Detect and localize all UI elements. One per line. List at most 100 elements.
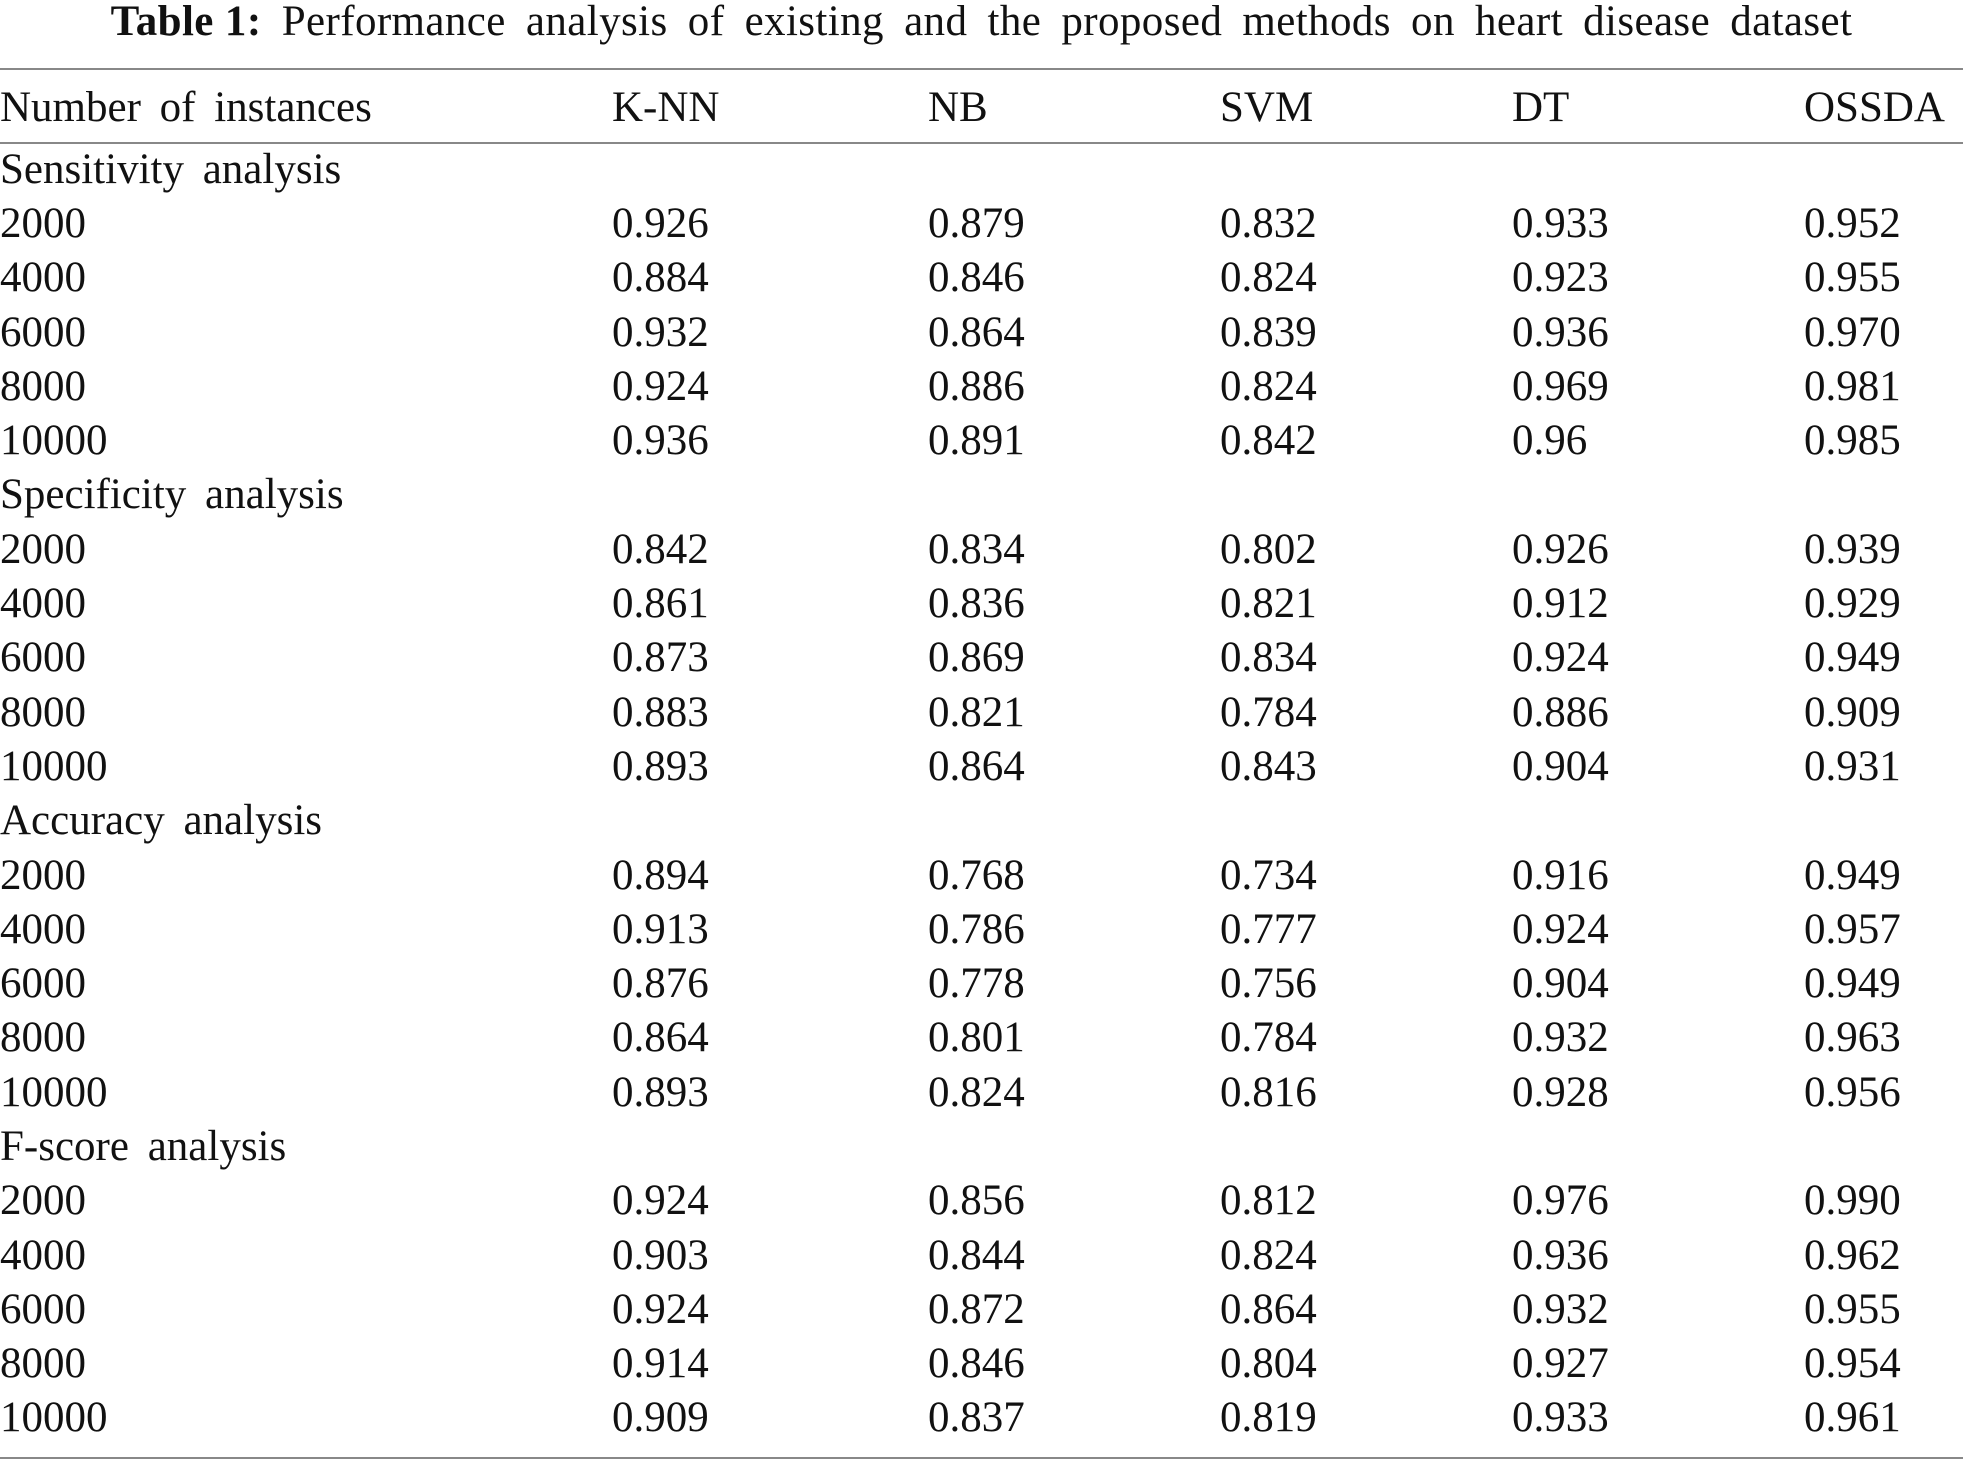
table-top-rule xyxy=(0,68,1963,70)
cell-instances: 8000 xyxy=(0,1014,86,1062)
cell-instances: 10000 xyxy=(0,1394,108,1442)
cell-instances: 6000 xyxy=(0,1285,86,1333)
cell-ossda: 0.962 xyxy=(1804,1231,1901,1279)
cell-knn: 0.894 xyxy=(612,851,709,899)
cell-instances: 10000 xyxy=(0,742,108,790)
cell-dt: 0.924 xyxy=(1512,905,1609,953)
cell-knn: 0.924 xyxy=(612,1285,709,1333)
cell-nb: 0.846 xyxy=(928,254,1025,302)
cell-instances: 2000 xyxy=(0,851,86,899)
section-title: Accuracy analysis xyxy=(0,797,322,845)
cell-instances: 8000 xyxy=(0,362,86,410)
cell-knn: 0.884 xyxy=(612,254,709,302)
cell-ossda: 0.956 xyxy=(1804,1068,1901,1116)
cell-nb: 0.891 xyxy=(928,417,1025,465)
cell-knn: 0.924 xyxy=(612,1177,709,1225)
cell-nb: 0.786 xyxy=(928,905,1025,953)
cell-svm: 0.864 xyxy=(1220,1285,1317,1333)
table-row: 4000 0.861 0.836 0.821 0.912 0.929 xyxy=(0,576,1963,630)
cell-instances: 4000 xyxy=(0,580,86,628)
cell-nb: 0.879 xyxy=(928,199,1025,247)
cell-ossda: 0.957 xyxy=(1804,905,1901,953)
section-title: Specificity analysis xyxy=(0,471,344,519)
cell-instances: 6000 xyxy=(0,634,86,682)
cell-svm: 0.843 xyxy=(1220,742,1317,790)
cell-svm: 0.832 xyxy=(1220,199,1317,247)
table-row: 10000 0.936 0.891 0.842 0.96 0.985 xyxy=(0,413,1963,467)
cell-knn: 0.913 xyxy=(612,905,709,953)
caption-text: Performance analysis of existing and the… xyxy=(281,0,1853,45)
cell-instances: 8000 xyxy=(0,688,86,736)
cell-svm: 0.824 xyxy=(1220,254,1317,302)
cell-svm: 0.784 xyxy=(1220,1014,1317,1062)
cell-knn: 0.914 xyxy=(612,1340,709,1388)
cell-svm: 0.824 xyxy=(1220,362,1317,410)
cell-ossda: 0.963 xyxy=(1804,1014,1901,1062)
cell-ossda: 0.931 xyxy=(1804,742,1901,790)
cell-ossda: 0.949 xyxy=(1804,960,1901,1008)
cell-nb: 0.768 xyxy=(928,851,1025,899)
cell-ossda: 0.949 xyxy=(1804,851,1901,899)
cell-ossda: 0.909 xyxy=(1804,688,1901,736)
section-heading-row: Accuracy analysis xyxy=(0,794,1963,848)
cell-instances: 10000 xyxy=(0,417,108,465)
cell-ossda: 0.981 xyxy=(1804,362,1901,410)
table-row: 4000 0.903 0.844 0.824 0.936 0.962 xyxy=(0,1228,1963,1282)
table-row: 2000 0.924 0.856 0.812 0.976 0.990 xyxy=(0,1174,1963,1228)
cell-ossda: 0.961 xyxy=(1804,1394,1901,1442)
cell-knn: 0.864 xyxy=(612,1014,709,1062)
cell-svm: 0.816 xyxy=(1220,1068,1317,1116)
table-row: 8000 0.914 0.846 0.804 0.927 0.954 xyxy=(0,1337,1963,1391)
cell-dt: 0.904 xyxy=(1512,742,1609,790)
table-row: 10000 0.893 0.864 0.843 0.904 0.931 xyxy=(0,739,1963,793)
section-title: F-score analysis xyxy=(0,1122,287,1170)
cell-knn: 0.861 xyxy=(612,580,709,628)
table-header-row: Number of instances K-NN NB SVM DT OSSDA xyxy=(0,72,1963,142)
table-row: 2000 0.926 0.879 0.832 0.933 0.952 xyxy=(0,196,1963,250)
cell-instances: 2000 xyxy=(0,1177,86,1225)
cell-dt: 0.886 xyxy=(1512,688,1609,736)
table-row: 6000 0.873 0.869 0.834 0.924 0.949 xyxy=(0,631,1963,685)
cell-svm: 0.734 xyxy=(1220,851,1317,899)
cell-nb: 0.821 xyxy=(928,688,1025,736)
table-row: 4000 0.913 0.786 0.777 0.924 0.957 xyxy=(0,902,1963,956)
cell-nb: 0.864 xyxy=(928,308,1025,356)
cell-ossda: 0.929 xyxy=(1804,580,1901,628)
cell-dt: 0.926 xyxy=(1512,525,1609,573)
cell-nb: 0.846 xyxy=(928,1340,1025,1388)
cell-instances: 2000 xyxy=(0,525,86,573)
cell-nb: 0.801 xyxy=(928,1014,1025,1062)
header-number-of-instances: Number of instances xyxy=(0,83,372,131)
table-row: 6000 0.924 0.872 0.864 0.932 0.955 xyxy=(0,1282,1963,1336)
cell-dt: 0.912 xyxy=(1512,580,1609,628)
cell-knn: 0.926 xyxy=(612,199,709,247)
cell-knn: 0.873 xyxy=(612,634,709,682)
cell-dt: 0.933 xyxy=(1512,1394,1609,1442)
cell-knn: 0.903 xyxy=(612,1231,709,1279)
cell-instances: 4000 xyxy=(0,254,86,302)
cell-ossda: 0.954 xyxy=(1804,1340,1901,1388)
table-header-rule xyxy=(0,142,1963,144)
cell-dt: 0.932 xyxy=(1512,1285,1609,1333)
cell-ossda: 0.970 xyxy=(1804,308,1901,356)
cell-dt: 0.969 xyxy=(1512,362,1609,410)
section-heading-row: Specificity analysis xyxy=(0,468,1963,522)
cell-svm: 0.821 xyxy=(1220,580,1317,628)
caption-label: Table 1: xyxy=(110,0,262,45)
cell-svm: 0.839 xyxy=(1220,308,1317,356)
cell-nb: 0.856 xyxy=(928,1177,1025,1225)
table-row: 2000 0.894 0.768 0.734 0.916 0.949 xyxy=(0,848,1963,902)
cell-instances: 6000 xyxy=(0,308,86,356)
cell-nb: 0.824 xyxy=(928,1068,1025,1116)
cell-svm: 0.756 xyxy=(1220,960,1317,1008)
cell-svm: 0.804 xyxy=(1220,1340,1317,1388)
table-row: 8000 0.924 0.886 0.824 0.969 0.981 xyxy=(0,359,1963,413)
cell-dt: 0.924 xyxy=(1512,634,1609,682)
table-row: 10000 0.893 0.824 0.816 0.928 0.956 xyxy=(0,1065,1963,1119)
cell-svm: 0.812 xyxy=(1220,1177,1317,1225)
cell-dt: 0.936 xyxy=(1512,1231,1609,1279)
cell-instances: 6000 xyxy=(0,960,86,1008)
cell-svm: 0.842 xyxy=(1220,417,1317,465)
cell-dt: 0.916 xyxy=(1512,851,1609,899)
cell-nb: 0.778 xyxy=(928,960,1025,1008)
